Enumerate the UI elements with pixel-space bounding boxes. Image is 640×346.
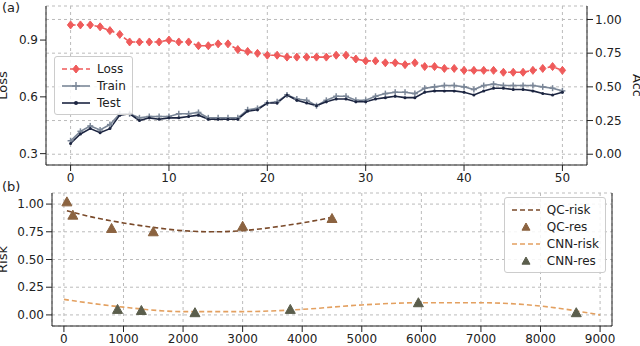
svg-text:4000: 4000	[287, 332, 318, 346]
svg-text:1.00: 1.00	[17, 197, 44, 211]
svg-text:5000: 5000	[347, 332, 378, 346]
svg-text:9000: 9000	[585, 332, 616, 346]
svg-text:Acc: Acc	[630, 74, 632, 97]
svg-text:0.00: 0.00	[595, 147, 622, 161]
svg-text:0.3: 0.3	[19, 147, 38, 161]
html-text:(a): (a)	[2, 0, 21, 15]
svg-text:2000: 2000	[168, 332, 199, 346]
svg-text:0.50: 0.50	[17, 253, 44, 267]
html-text:Loss: Loss	[97, 61, 124, 76]
svg-text:50: 50	[555, 171, 570, 185]
svg-text:0.25: 0.25	[595, 114, 622, 128]
html-text:Test: Test	[97, 95, 121, 110]
svg-text:40: 40	[456, 171, 471, 185]
svg-text:30: 30	[358, 171, 373, 185]
svg-text:0: 0	[60, 332, 68, 346]
svg-text:0.75: 0.75	[17, 225, 44, 239]
svg-text:1000: 1000	[108, 332, 139, 346]
svg-text:10: 10	[161, 171, 176, 185]
svg-text:0.9: 0.9	[19, 33, 38, 47]
svg-text:1.00: 1.00	[595, 13, 622, 27]
html-text:QC-risk: QC-risk	[546, 202, 591, 217]
svg-text:0.50: 0.50	[595, 80, 622, 94]
html-text:Train: Train	[97, 78, 126, 93]
svg-text:0.00: 0.00	[17, 308, 44, 322]
svg-text:0.75: 0.75	[595, 46, 622, 60]
svg-text:Risk: Risk	[8, 246, 10, 273]
svg-text:0.6: 0.6	[19, 90, 38, 104]
html-text:QC-res: QC-res	[546, 219, 588, 234]
svg-text:6000: 6000	[406, 332, 437, 346]
html-text:(b): (b)	[2, 179, 21, 194]
svg-text:20: 20	[260, 171, 275, 185]
svg-text:8000: 8000	[525, 332, 556, 346]
svg-text:Loss: Loss	[8, 71, 10, 100]
svg-text:0.25: 0.25	[17, 280, 44, 294]
svg-text:7000: 7000	[466, 332, 497, 346]
svg-text:0: 0	[67, 171, 75, 185]
html-text:CNN-risk: CNN-risk	[546, 236, 599, 251]
svg-text:3000: 3000	[227, 332, 258, 346]
html-text:CNN-res: CNN-res	[546, 253, 596, 268]
